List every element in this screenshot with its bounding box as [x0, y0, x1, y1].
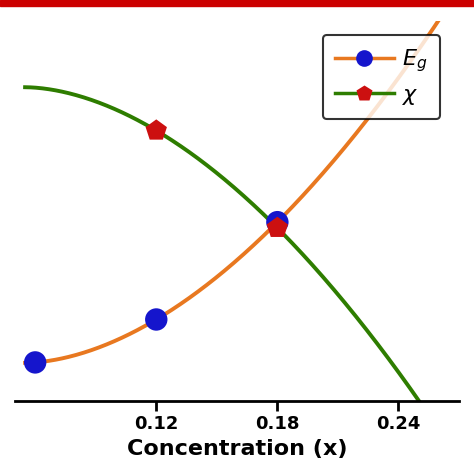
Point [273, 219, 281, 226]
X-axis label: Concentration (x): Concentration (x) [127, 439, 347, 459]
Legend: $E_g$, $\chi$: $E_g$, $\chi$ [323, 35, 440, 119]
Point [153, 316, 160, 323]
Point [273, 224, 281, 232]
Point [31, 359, 39, 366]
Point [153, 127, 160, 134]
